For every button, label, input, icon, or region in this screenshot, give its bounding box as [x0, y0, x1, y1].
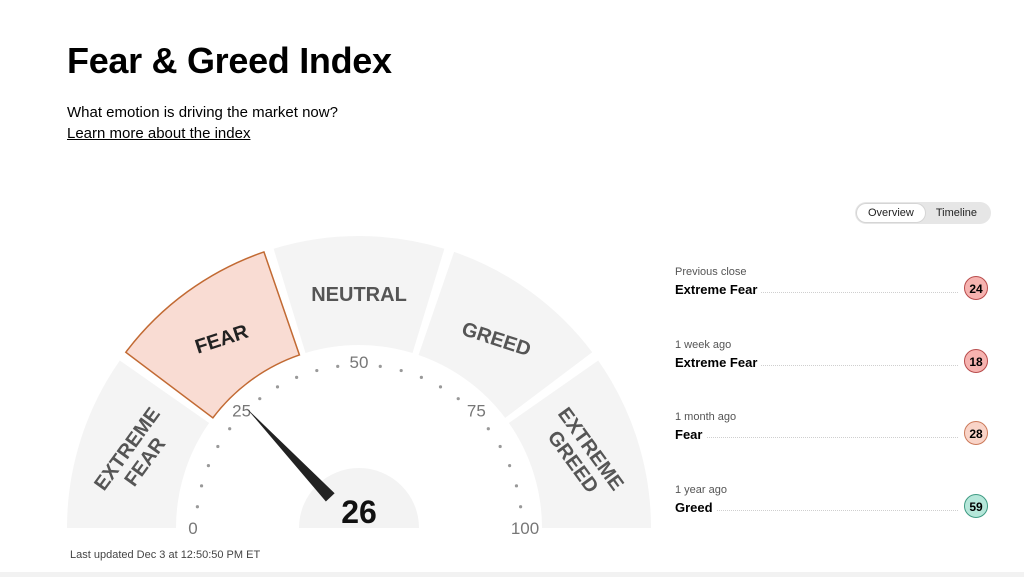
dotted-leader — [675, 510, 958, 511]
history-1-week-ago: 1 week ago Extreme Fear 18 — [675, 339, 988, 385]
score-badge: 59 — [964, 494, 988, 518]
gauge-tick-dot — [275, 385, 280, 389]
score-badge: 24 — [964, 276, 988, 300]
gauge-tick-dot — [315, 368, 319, 373]
gauge-segment-extreme-fear — [67, 360, 210, 528]
tab-timeline[interactable]: Timeline — [935, 207, 978, 219]
tick-label-50: 50 — [350, 353, 369, 372]
tick-label-25: 25 — [232, 402, 251, 421]
gauge-tick-dot — [228, 427, 232, 431]
gauge-tick-dot — [438, 385, 443, 389]
gauge-tick-dot — [486, 427, 490, 431]
page-title: Fear & Greed Index — [67, 40, 392, 81]
gauge-tick-dot — [498, 444, 502, 449]
history-label: 1 year ago — [675, 484, 727, 496]
history-rating: Greed — [675, 500, 717, 515]
gauge-tick-dot — [507, 464, 512, 468]
dotted-leader — [675, 292, 958, 293]
history-rating: Fear — [675, 427, 707, 442]
dotted-leader — [675, 365, 958, 366]
gauge-tick-dot — [456, 397, 460, 401]
score-badge: 18 — [964, 349, 988, 373]
fear-greed-gauge: EXTREME FEAR FEAR NEUTRAL GREED EXTREME … — [67, 236, 651, 538]
page-subtitle: What emotion is driving the market now? — [67, 104, 338, 121]
gauge-tick-dot — [399, 368, 403, 373]
gauge-value: 26 — [341, 494, 377, 530]
history-label: 1 month ago — [675, 411, 737, 423]
gauge-tick-dot — [216, 444, 220, 449]
tick-label-75: 75 — [467, 402, 486, 421]
gauge-hub — [299, 468, 419, 528]
last-updated: Last updated Dec 3 at 12:50:50 PM ET — [70, 549, 261, 561]
learn-more-link[interactable]: Learn more about the index — [67, 125, 251, 142]
history-label: Previous close — [675, 266, 747, 278]
tab-overview[interactable]: Overview — [857, 204, 925, 222]
gauge-tick-dot — [419, 375, 423, 380]
view-toggle: Overview Timeline — [855, 202, 991, 224]
gauge-segment-fear — [124, 250, 301, 419]
history-rating: Extreme Fear — [675, 355, 762, 370]
gauge-needle — [246, 407, 335, 502]
dotted-leader — [675, 437, 958, 438]
bottom-divider — [0, 572, 1024, 577]
gauge-tick-dot — [378, 364, 382, 368]
gauge-tick-dot — [519, 505, 523, 509]
gauge-tick-dot — [195, 505, 199, 509]
gauge-tick-dot — [258, 397, 262, 401]
gauge-segment-neutral — [273, 236, 445, 353]
gauge-tick-dot — [206, 464, 211, 468]
gauge-tick-dot — [199, 484, 204, 488]
score-badge: 28 — [964, 421, 988, 445]
history-rating: Extreme Fear — [675, 282, 762, 297]
gauge-segment-extreme-greed — [508, 360, 651, 528]
gauge-tick-dot — [514, 484, 519, 488]
history-1-month-ago: 1 month ago Fear 28 — [675, 411, 988, 457]
history-label: 1 week ago — [675, 339, 732, 351]
gauge-tick-dot — [295, 375, 299, 380]
segment-label-neutral: NEUTRAL — [311, 284, 407, 306]
history-1-year-ago: 1 year ago Greed 59 — [675, 484, 988, 530]
gauge-tick-dot — [336, 364, 340, 368]
history-previous-close: Previous close Extreme Fear 24 — [675, 266, 988, 312]
tick-label-0: 0 — [188, 519, 197, 538]
tick-label-100: 100 — [511, 519, 539, 538]
gauge-segment-greed — [418, 251, 593, 418]
